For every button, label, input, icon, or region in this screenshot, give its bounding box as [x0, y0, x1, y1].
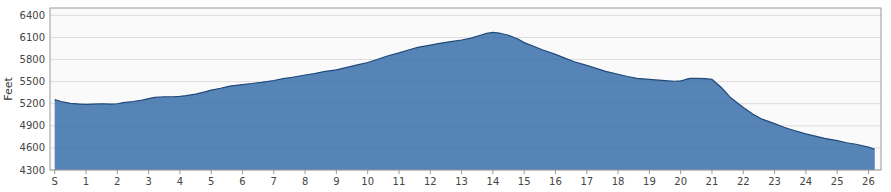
x-tick-label: 10: [361, 176, 374, 187]
x-tick: [492, 170, 493, 174]
x-tick: [430, 170, 431, 174]
x-tick: [618, 170, 619, 174]
y-tick-label: 6100: [20, 32, 45, 43]
elevation-area: [55, 32, 875, 170]
y-axis-label: Feet: [2, 77, 15, 101]
x-tick-label: 5: [208, 176, 214, 187]
x-tick-label: 21: [706, 176, 719, 187]
elevation-line: [55, 32, 875, 149]
x-tick-label: 17: [580, 176, 593, 187]
x-tick-label: 24: [800, 176, 813, 187]
chart: 43004600490052005500580061006400S1234567…: [0, 0, 891, 192]
plot-background: [50, 8, 881, 170]
y-tick-label: 5200: [20, 98, 45, 109]
x-tick: [837, 170, 838, 174]
x-tick: [461, 170, 462, 174]
grid-line: [50, 15, 881, 16]
x-tick-label: 15: [518, 176, 531, 187]
x-tick-label: 3: [145, 176, 151, 187]
x-tick-label: 12: [424, 176, 437, 187]
x-tick: [805, 170, 806, 174]
x-tick-label: 20: [674, 176, 687, 187]
x-tick: [242, 170, 243, 174]
x-tick-label: 11: [393, 176, 406, 187]
x-tick: [117, 170, 118, 174]
y-tick-label: 4600: [20, 142, 45, 153]
y-tick-label: 4900: [20, 120, 45, 131]
x-tick: [211, 170, 212, 174]
x-tick: [524, 170, 525, 174]
x-tick-label: 7: [271, 176, 277, 187]
x-tick-label: 14: [487, 176, 500, 187]
x-tick: [743, 170, 744, 174]
x-tick-label: 8: [302, 176, 308, 187]
x-tick: [336, 170, 337, 174]
x-tick: [711, 170, 712, 174]
x-tick: [179, 170, 180, 174]
x-tick: [85, 170, 86, 174]
x-tick: [273, 170, 274, 174]
x-tick-label: 23: [768, 176, 781, 187]
x-tick-label: S: [52, 176, 58, 187]
x-tick: [774, 170, 775, 174]
x-tick-label: 26: [862, 176, 875, 187]
x-tick-label: 16: [549, 176, 562, 187]
x-tick: [367, 170, 368, 174]
plot-area: [55, 32, 875, 170]
x-tick-label: 19: [643, 176, 656, 187]
x-tick-label: 9: [333, 176, 339, 187]
x-tick-label: 18: [612, 176, 625, 187]
x-tick: [398, 170, 399, 174]
y-tick-label: 6400: [20, 10, 45, 21]
x-tick: [54, 170, 55, 174]
x-tick-label: 13: [455, 176, 468, 187]
x-tick: [555, 170, 556, 174]
x-tick: [680, 170, 681, 174]
plot-frame: [50, 8, 881, 170]
y-tick-label: 5800: [20, 54, 45, 65]
x-tick-label: 2: [114, 176, 120, 187]
x-tick-label: 1: [83, 176, 89, 187]
x-tick-label: 25: [831, 176, 844, 187]
x-tick-label: 6: [239, 176, 245, 187]
x-tick: [649, 170, 650, 174]
x-tick: [305, 170, 306, 174]
grid-line: [50, 37, 881, 38]
y-tick-label: 5500: [20, 76, 45, 87]
x-tick-label: 4: [177, 176, 183, 187]
x-tick: [148, 170, 149, 174]
x-tick-label: 22: [737, 176, 750, 187]
y-tick-label: 4300: [20, 165, 45, 176]
x-tick: [868, 170, 869, 174]
x-tick: [586, 170, 587, 174]
